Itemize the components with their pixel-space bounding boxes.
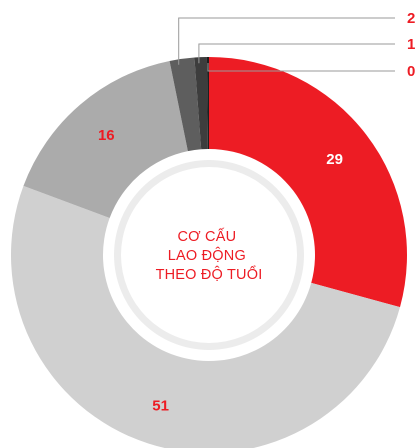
slice-5 [206, 56, 209, 150]
slice-label-2: 16 [98, 127, 115, 144]
slice-0 [209, 57, 407, 308]
chart-title-line-3: THEO ĐỘ TUỔI [156, 265, 263, 283]
leader-line-4 [198, 43, 395, 64]
callout-label-3: 2 [407, 10, 415, 27]
donut-slices [10, 56, 407, 448]
callout-label-5: 0 [407, 63, 415, 80]
leader-line-5 [207, 63, 395, 72]
chart-title-line-2: LAO ĐỘNG [168, 247, 246, 264]
slice-1 [10, 185, 400, 448]
slice-label-1: 51 [152, 397, 169, 414]
slice-2 [23, 60, 188, 219]
center-disc [121, 167, 297, 343]
chart-title-line-1: CƠ CẤU [178, 228, 237, 245]
chart-title: CƠ CẤU LAO ĐỘNG THEO ĐỘ TUỔI [156, 228, 263, 283]
leader-line-3 [178, 17, 395, 65]
slice-label-0: 29 [326, 151, 343, 168]
slice-labels: 29 51 16 2 1 0 [98, 10, 415, 414]
callout-leaders [178, 17, 395, 72]
slice-4 [194, 57, 208, 150]
slice-3 [169, 57, 202, 152]
callout-label-4: 1 [407, 36, 415, 53]
